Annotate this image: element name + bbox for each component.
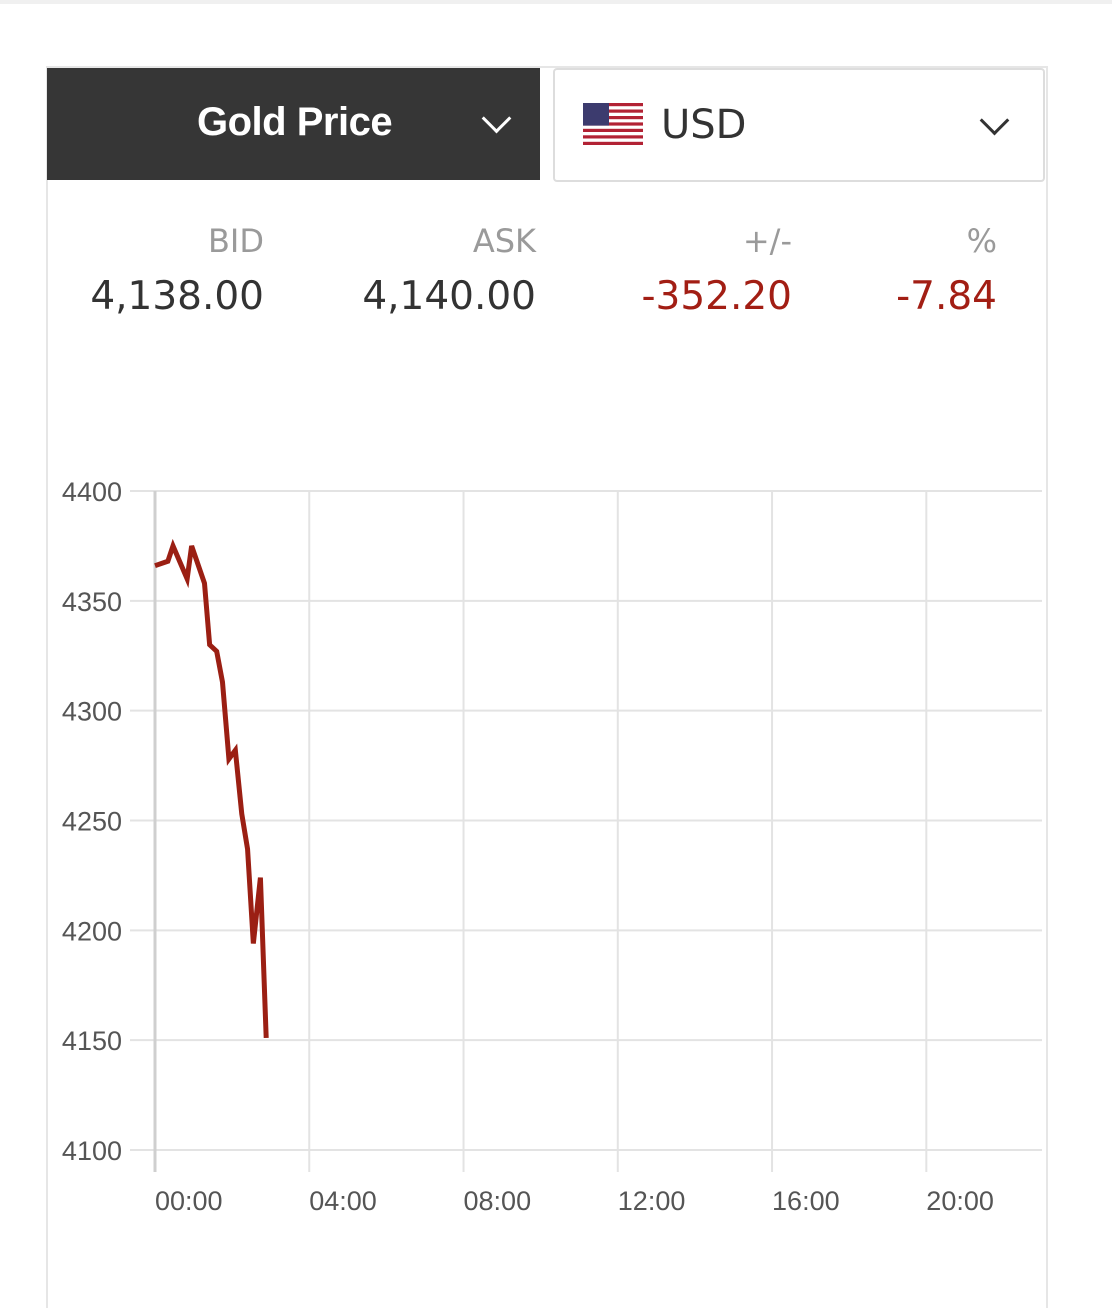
y-tick-label: 4400 bbox=[62, 477, 122, 507]
us-flag-icon bbox=[583, 103, 643, 145]
percent-value: -7.84 bbox=[896, 274, 997, 319]
y-tick-label: 4100 bbox=[62, 1136, 122, 1166]
price-chart: 4400 4350 4300 4250 4200 4150 4100 00:00 04:00 08… bbox=[62, 477, 1042, 1216]
x-tick-label: 08:00 bbox=[464, 1186, 532, 1216]
metal-select-label: Gold Price bbox=[197, 100, 393, 144]
ask-value: 4,140.00 bbox=[362, 274, 536, 319]
currency-select-label: USD bbox=[661, 102, 747, 148]
x-tick-label: 12:00 bbox=[618, 1186, 686, 1216]
ask-label: ASK bbox=[472, 222, 536, 260]
price-line bbox=[154, 538, 269, 1039]
change-quote: +/- -352.20 bbox=[592, 222, 792, 319]
chevron-down-icon bbox=[481, 103, 512, 134]
x-tick-label: 16:00 bbox=[772, 1186, 840, 1216]
y-tick-label: 4250 bbox=[62, 807, 122, 837]
ask-quote: ASK 4,140.00 bbox=[336, 222, 536, 319]
bid-label: BID bbox=[207, 222, 264, 260]
price-widget bbox=[46, 66, 1048, 1308]
x-tick-label: 00:00 bbox=[155, 1186, 223, 1216]
y-tick-label: 4150 bbox=[62, 1026, 122, 1056]
y-tick-label: 4350 bbox=[62, 587, 122, 617]
bid-quote: BID 4,138.00 bbox=[64, 222, 264, 319]
x-tick-label: 04:00 bbox=[309, 1186, 377, 1216]
top-divider bbox=[0, 0, 1112, 4]
percent-label: % bbox=[966, 222, 997, 260]
change-value: -352.20 bbox=[641, 274, 792, 319]
y-tick-label: 4200 bbox=[62, 916, 122, 946]
currency-select[interactable]: USD bbox=[553, 68, 1045, 182]
metal-select[interactable]: Gold Price bbox=[47, 68, 540, 180]
change-label: +/- bbox=[742, 222, 792, 260]
x-tick-label: 20:00 bbox=[926, 1186, 994, 1216]
y-tick-label: 4300 bbox=[62, 697, 122, 727]
bid-value: 4,138.00 bbox=[90, 274, 264, 319]
percent-quote: % -7.84 bbox=[797, 222, 997, 319]
chevron-down-icon bbox=[979, 105, 1010, 136]
